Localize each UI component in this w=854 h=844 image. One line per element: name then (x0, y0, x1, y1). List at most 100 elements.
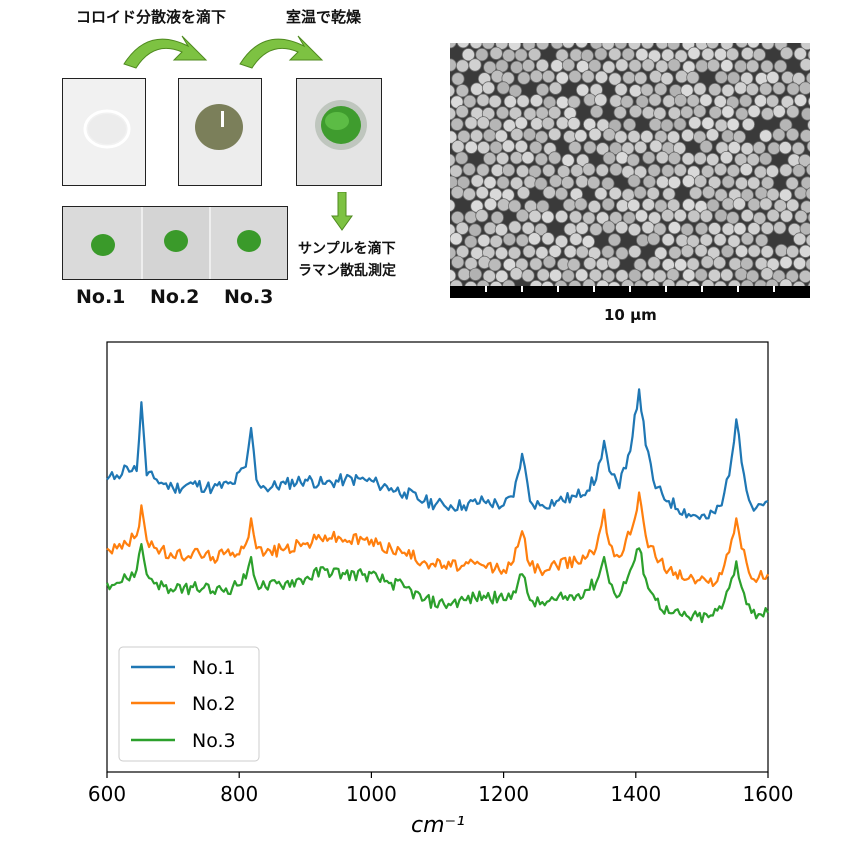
sem-particle (549, 174, 563, 188)
sem-particle (528, 209, 542, 223)
legend-label-no1: No.1 (192, 657, 236, 679)
sem-particle (576, 83, 590, 97)
sem-particle (667, 198, 681, 212)
sem-particle (629, 104, 643, 119)
sem-particle (629, 84, 643, 98)
sem-particle (721, 105, 735, 119)
sem-particle (483, 175, 497, 190)
step2-label: 室温で乾燥 (286, 8, 362, 26)
sem-particle (595, 163, 609, 177)
sem-particle (562, 198, 577, 212)
sem-particle (760, 59, 774, 74)
sem-particle (649, 139, 663, 153)
sem-particle (602, 128, 616, 142)
sem-particle (807, 212, 810, 223)
sem-particle (536, 268, 550, 282)
sem-particle (594, 187, 608, 201)
sem-particle (464, 140, 478, 154)
sem-particle (602, 220, 616, 234)
sem-particle (779, 255, 793, 270)
sem-particle (778, 188, 793, 202)
sem-particle (607, 256, 621, 270)
sem-particle (653, 269, 667, 283)
sem-particle (569, 210, 583, 224)
sem-particle (529, 257, 543, 271)
sem-particle (613, 105, 627, 120)
sem-particle (450, 58, 457, 72)
sample-label-no1: No.1 (76, 286, 126, 308)
sem-particle (640, 83, 654, 97)
sem-particle (721, 197, 735, 211)
sem-particle (660, 71, 674, 86)
sem-particle (740, 188, 754, 202)
step3-text: サンプルを滴下 ラマン散乱測定 (298, 238, 396, 282)
sem-particle (464, 235, 478, 249)
sem-particle (727, 141, 741, 155)
sem-particle (772, 104, 786, 119)
sem-particle (456, 43, 470, 49)
sem-particle (752, 141, 766, 155)
sem-particle (555, 116, 570, 130)
sem-particle (569, 232, 583, 246)
sem-particle (686, 70, 700, 85)
sem-particle (681, 128, 695, 143)
sem-particle (456, 175, 471, 190)
sem-particle (647, 49, 662, 63)
sem-particle (706, 58, 721, 73)
series-line-no2 (106, 491, 769, 588)
sem-particle (509, 176, 524, 190)
sem-particle (747, 176, 761, 190)
sem-particle (516, 186, 531, 200)
sem-particle (699, 140, 713, 154)
sem-particle (649, 69, 663, 84)
sem-particle (779, 46, 794, 60)
sem-image (450, 43, 810, 297)
sem-particle (496, 81, 510, 95)
sem-particle (494, 246, 509, 260)
sem-particle (714, 70, 728, 84)
sem-particle (548, 105, 562, 120)
sem-particle (515, 209, 530, 223)
sem-particle (798, 153, 810, 168)
x-axis-label-text: cm⁻¹ (411, 813, 465, 838)
sem-particle (582, 211, 596, 225)
sem-particle (721, 222, 735, 236)
sem-particle (798, 269, 810, 283)
sem-particle (646, 186, 660, 200)
step3-line1: サンプルを滴下 (298, 241, 396, 257)
sem-particle (590, 104, 604, 119)
sem-particle (541, 232, 555, 246)
sem-particle (514, 116, 528, 130)
sem-particle (786, 82, 800, 96)
sem-particle (535, 58, 550, 73)
sem-particle (807, 49, 810, 60)
sem-particle (799, 129, 810, 143)
sem-particle (791, 141, 805, 156)
sem-particle (576, 153, 590, 167)
sem-particle (468, 223, 482, 237)
sem-particle (714, 209, 728, 223)
sem-particle (633, 186, 647, 200)
sem-particle (609, 94, 623, 108)
sem-particle (508, 199, 522, 213)
sem-particle (455, 84, 469, 98)
sem-particle (567, 95, 581, 109)
sem-particle (542, 255, 557, 269)
sem-particle (575, 268, 589, 282)
sem-particle (594, 70, 609, 84)
sem-particle (521, 269, 535, 283)
sem-particle (721, 83, 735, 98)
sem-particle (609, 162, 623, 177)
sem-particle (666, 130, 681, 144)
sem-particle (550, 43, 564, 50)
sem-particle (702, 185, 716, 199)
sem-particle (726, 71, 741, 85)
sem-particle (536, 43, 550, 51)
photo-samples-strip (62, 206, 288, 280)
sem-particle (464, 210, 478, 224)
sem-particle (581, 69, 595, 84)
sem-particle (655, 150, 669, 165)
sem-particle (536, 199, 550, 213)
sem-particle (699, 233, 713, 247)
sem-particle (662, 94, 676, 108)
